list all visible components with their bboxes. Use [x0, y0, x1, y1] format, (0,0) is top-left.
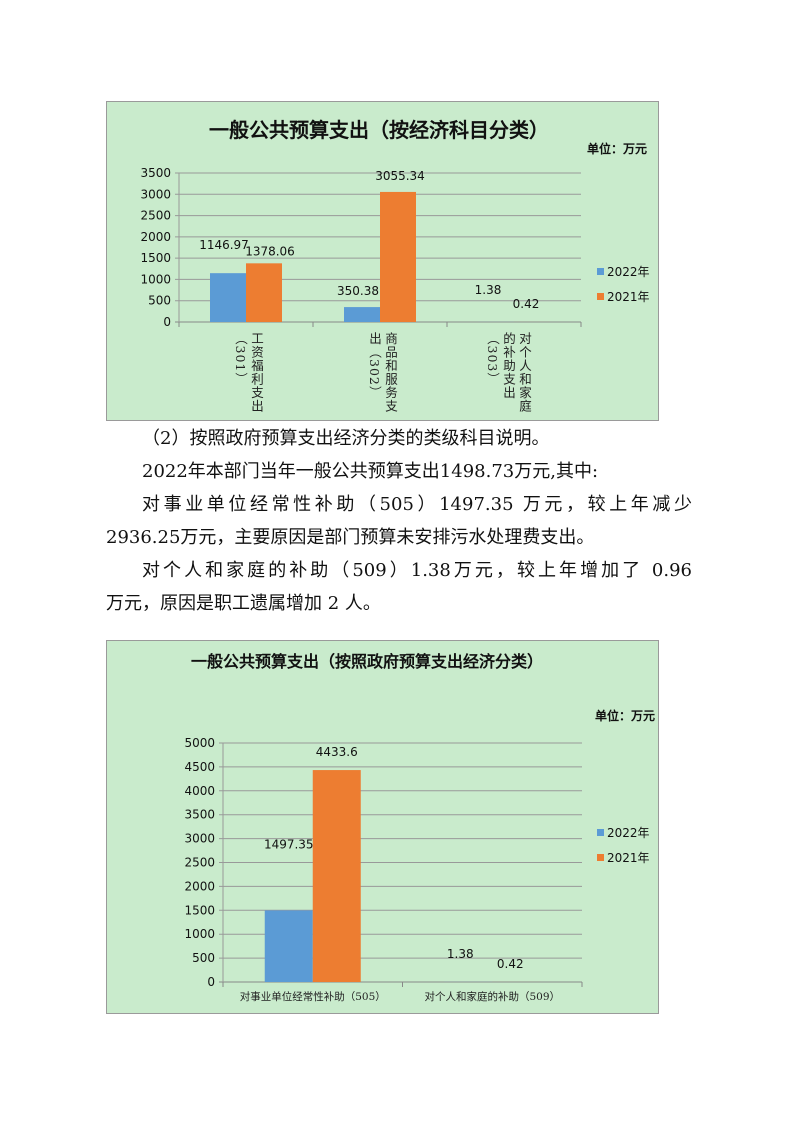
y-tick-label: 500	[192, 951, 215, 965]
y-tick-label: 2000	[184, 879, 215, 893]
data-label: 0.42	[497, 957, 524, 971]
data-label: 1497.35	[264, 837, 314, 851]
y-tick-label: 0	[207, 975, 215, 989]
chart-title: 一般公共预算支出（按经济科目分类）	[209, 118, 549, 142]
x-category-label: 工资福利支出	[249, 332, 264, 413]
unit-label: 单位：万元	[587, 141, 647, 156]
x-category-label: （301）	[233, 332, 248, 386]
x-category-label: 的补助支出	[501, 332, 516, 400]
chart-svg: 一般公共预算支出（按经济科目分类） 单位：万元 0 500 1000 1500 2000 25…	[140, 118, 650, 329]
data-label: 1146.97	[199, 238, 249, 252]
legend-label: 2022年	[607, 265, 650, 279]
y-tick-label: 3000	[184, 832, 215, 846]
bar-2021	[246, 263, 282, 322]
y-tick-label: 3000	[140, 187, 171, 201]
bar-2021	[312, 770, 361, 982]
y-tick-label: 3500	[140, 166, 171, 180]
text-line: 对事业单位经常性补助（505）1497.35 万元，较上年减少	[142, 494, 692, 515]
data-label: 1378.06	[245, 244, 295, 258]
x-category-label: （303）	[485, 332, 500, 386]
bar-2021	[380, 191, 416, 322]
y-tick-label: 1000	[140, 272, 171, 286]
legend-swatch	[597, 854, 604, 861]
unit-label: 单位：万元	[595, 708, 655, 723]
y-tick-label: 0	[163, 315, 171, 329]
x-category-label: 对个人和家庭	[517, 332, 532, 413]
data-label: 1.38	[447, 947, 474, 961]
y-tick-label: 1500	[184, 903, 215, 917]
y-tick-label: 2500	[184, 856, 215, 870]
legend-label: 2021年	[607, 290, 650, 304]
legend-swatch	[597, 829, 604, 836]
legend-label: 2021年	[607, 851, 650, 865]
legend-label: 2022年	[607, 826, 650, 840]
text-line: 对个人和家庭的补助（509）1.38万元，较上年增加了 0.96	[142, 560, 692, 581]
legend-swatch	[597, 268, 604, 275]
text-line: 2936.25万元，主要原因是部门预算未安排污水处理费支出。	[106, 527, 595, 548]
x-category-label: 对个人和家庭的补助（509）	[424, 990, 560, 1003]
chart-government-economic-category: 一般公共预算支出（按照政府预算支出经济分类） 单位：万元 0 500 1000 1500 2…	[106, 640, 659, 1014]
y-tick-label: 1500	[140, 251, 171, 265]
y-tick-label: 2500	[140, 209, 171, 223]
y-tick-label: 2000	[140, 230, 171, 244]
y-tick-label: 3500	[184, 808, 215, 822]
bar-2022	[344, 307, 380, 322]
chart-svg: 一般公共预算支出（按照政府预算支出经济分类） 单位：万元 0 500 1000 1500 2…	[184, 652, 655, 1003]
bar-2022	[210, 273, 246, 322]
data-label: 4433.6	[316, 745, 358, 759]
y-tick-label: 5000	[184, 736, 215, 750]
data-label: 1.38	[475, 283, 502, 297]
data-label: 0.42	[513, 297, 540, 311]
x-category-label: 商品和服务支	[383, 332, 398, 413]
x-category-label: 对事业单位经常性补助（505）	[240, 990, 386, 1003]
data-label: 3055.34	[375, 169, 425, 183]
text-line: 2022年本部门当年一般公共预算支出1498.73万元,其中:	[142, 461, 599, 482]
section-heading: （2）按照政府预算支出经济分类的类级科目说明。	[142, 428, 550, 449]
chart-title: 一般公共预算支出（按照政府预算支出经济分类）	[191, 652, 543, 671]
chart-economic-category: 一般公共预算支出（按经济科目分类） 单位：万元 0 500 1000 1500 2000 25…	[106, 101, 659, 421]
data-label: 350.38	[337, 284, 379, 298]
y-tick-label: 1000	[184, 927, 215, 941]
bar-2022	[264, 910, 313, 982]
legend-swatch	[597, 293, 604, 300]
text-line: 万元，原因是职工遗属增加 2 人。	[106, 593, 381, 614]
body-text: （2）按照政府预算支出经济分类的类级科目说明。 2022年本部门当年一般公共预算…	[106, 424, 692, 619]
y-tick-label: 500	[148, 294, 171, 308]
y-tick-label: 4500	[184, 760, 215, 774]
y-tick-label: 4000	[184, 784, 215, 798]
x-category-label: 出（302）	[367, 332, 382, 400]
